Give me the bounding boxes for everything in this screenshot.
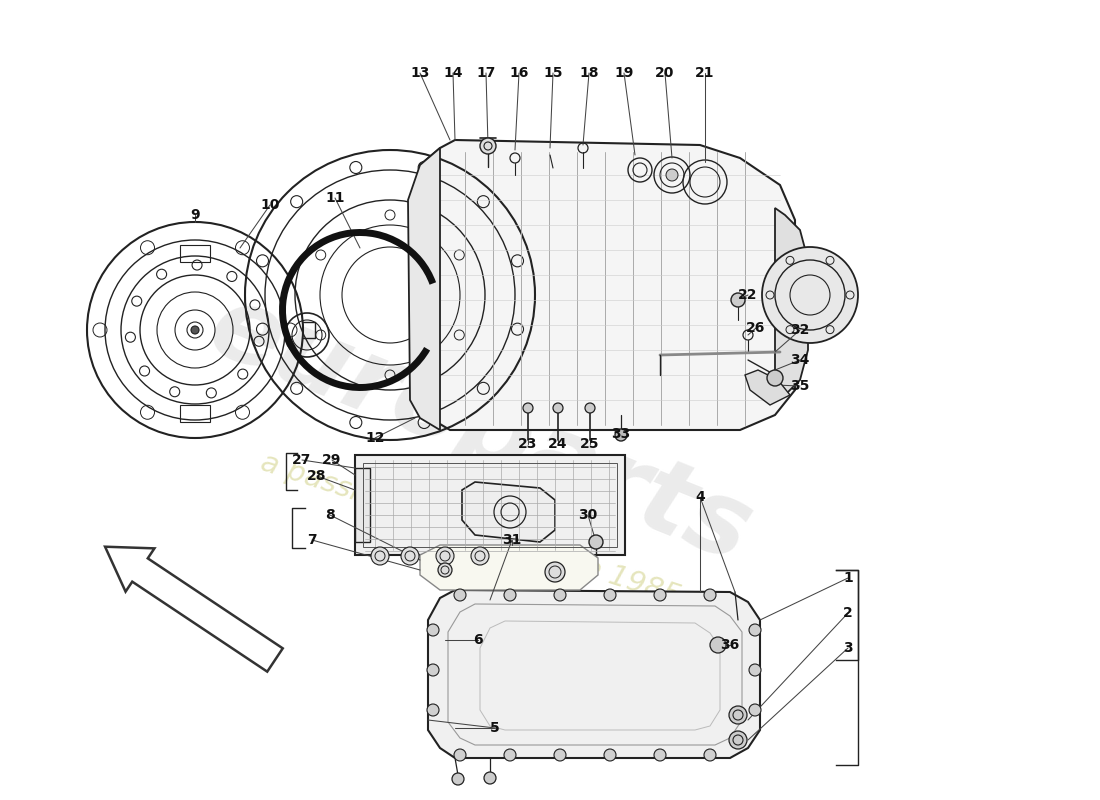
Circle shape [452, 773, 464, 785]
Polygon shape [420, 140, 795, 430]
Circle shape [654, 749, 666, 761]
Circle shape [402, 547, 419, 565]
Circle shape [504, 589, 516, 601]
Text: 18: 18 [580, 66, 598, 80]
Text: 11: 11 [326, 191, 344, 205]
Text: 1: 1 [843, 571, 852, 585]
Circle shape [454, 749, 466, 761]
Text: 17: 17 [476, 66, 496, 80]
Polygon shape [776, 208, 808, 400]
Circle shape [504, 749, 516, 761]
Text: 33: 33 [612, 427, 630, 441]
Circle shape [749, 664, 761, 676]
Circle shape [729, 706, 747, 724]
Text: 6: 6 [473, 633, 483, 647]
Text: 5: 5 [491, 721, 499, 735]
Circle shape [666, 169, 678, 181]
Circle shape [585, 403, 595, 413]
Text: 26: 26 [746, 321, 766, 335]
Circle shape [427, 664, 439, 676]
Circle shape [749, 704, 761, 716]
Circle shape [749, 624, 761, 636]
Polygon shape [428, 590, 760, 758]
Polygon shape [408, 148, 440, 430]
Text: 13: 13 [410, 66, 430, 80]
Circle shape [604, 589, 616, 601]
Circle shape [704, 589, 716, 601]
Text: 14: 14 [443, 66, 463, 80]
Text: 9: 9 [190, 208, 200, 222]
Text: 8: 8 [326, 508, 334, 522]
Polygon shape [462, 482, 556, 542]
Text: 34: 34 [790, 353, 810, 367]
Circle shape [371, 547, 389, 565]
Text: 22: 22 [738, 288, 758, 302]
Polygon shape [355, 455, 625, 555]
Circle shape [553, 403, 563, 413]
Circle shape [554, 589, 566, 601]
Circle shape [544, 562, 565, 582]
Circle shape [604, 749, 616, 761]
Text: 23: 23 [518, 437, 538, 451]
Polygon shape [745, 370, 790, 405]
Circle shape [588, 535, 603, 549]
Text: 36: 36 [720, 638, 739, 652]
Text: 4: 4 [695, 490, 705, 504]
Text: 28: 28 [307, 469, 327, 483]
Text: 10: 10 [261, 198, 279, 212]
Circle shape [710, 637, 726, 653]
Text: 29: 29 [322, 453, 342, 467]
Circle shape [762, 247, 858, 343]
Text: 24: 24 [548, 437, 568, 451]
Text: 32: 32 [790, 323, 810, 337]
Text: 16: 16 [509, 66, 529, 80]
Polygon shape [420, 545, 598, 590]
Circle shape [704, 749, 716, 761]
Text: 30: 30 [579, 508, 597, 522]
Text: 31: 31 [503, 533, 521, 547]
Circle shape [732, 293, 745, 307]
Circle shape [654, 589, 666, 601]
Circle shape [615, 429, 627, 441]
Circle shape [427, 704, 439, 716]
Text: 3: 3 [844, 641, 852, 655]
Circle shape [554, 749, 566, 761]
Text: 25: 25 [581, 437, 600, 451]
Text: 21: 21 [695, 66, 715, 80]
Text: 19: 19 [614, 66, 634, 80]
FancyArrow shape [106, 546, 283, 672]
Polygon shape [355, 468, 370, 542]
Circle shape [767, 370, 783, 386]
Circle shape [480, 138, 496, 154]
Circle shape [436, 547, 454, 565]
Text: europarts: europarts [195, 275, 766, 585]
Text: 27: 27 [293, 453, 311, 467]
Text: 35: 35 [790, 379, 810, 393]
Circle shape [484, 772, 496, 784]
Circle shape [729, 731, 747, 749]
Circle shape [522, 403, 534, 413]
Text: 15: 15 [543, 66, 563, 80]
Circle shape [438, 563, 452, 577]
Circle shape [471, 547, 490, 565]
Text: 2: 2 [843, 606, 852, 620]
Text: 12: 12 [365, 431, 385, 445]
Circle shape [454, 589, 466, 601]
Text: 20: 20 [656, 66, 674, 80]
Text: a passion for parts since 1985: a passion for parts since 1985 [256, 449, 683, 611]
Circle shape [191, 326, 199, 334]
Circle shape [427, 624, 439, 636]
Text: 7: 7 [307, 533, 317, 547]
